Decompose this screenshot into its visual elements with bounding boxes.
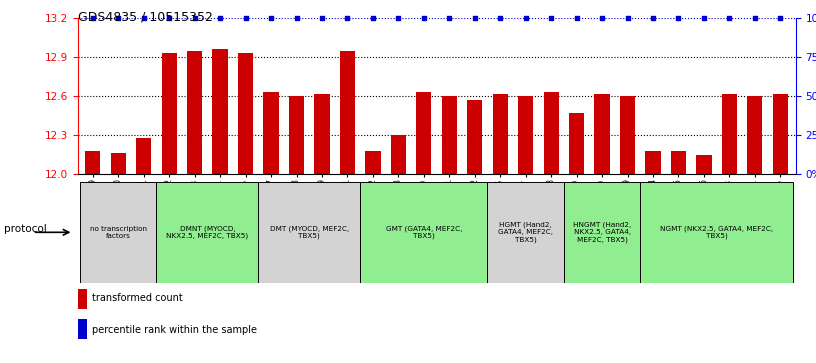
Bar bbox=[564, 182, 641, 283]
Bar bbox=[722, 94, 737, 174]
Point bbox=[264, 15, 277, 21]
Bar bbox=[162, 53, 177, 174]
Point bbox=[672, 15, 685, 21]
Bar bbox=[366, 151, 380, 174]
Bar bbox=[136, 138, 151, 174]
Bar bbox=[773, 94, 788, 174]
Bar bbox=[671, 151, 686, 174]
Bar bbox=[111, 154, 126, 174]
Point bbox=[162, 15, 175, 21]
Bar bbox=[518, 96, 534, 174]
Point bbox=[596, 15, 609, 21]
Point bbox=[570, 15, 583, 21]
Text: no transcription
factors: no transcription factors bbox=[90, 226, 147, 239]
Text: protocol: protocol bbox=[4, 224, 47, 234]
Point bbox=[698, 15, 711, 21]
Text: GMT (GATA4, MEF2C,
TBX5): GMT (GATA4, MEF2C, TBX5) bbox=[386, 225, 462, 239]
Point bbox=[112, 15, 125, 21]
Bar bbox=[157, 182, 259, 283]
Text: percentile rank within the sample: percentile rank within the sample bbox=[92, 325, 257, 335]
Bar bbox=[620, 96, 635, 174]
Bar bbox=[487, 182, 564, 283]
Bar bbox=[360, 182, 487, 283]
Bar bbox=[259, 182, 360, 283]
Point bbox=[621, 15, 634, 21]
Point bbox=[748, 15, 761, 21]
Point bbox=[494, 15, 507, 21]
Point bbox=[239, 15, 252, 21]
Point bbox=[86, 15, 100, 21]
Point bbox=[392, 15, 405, 21]
Point bbox=[443, 15, 456, 21]
Point bbox=[468, 15, 481, 21]
Text: HGMT (Hand2,
GATA4, MEF2C,
TBX5): HGMT (Hand2, GATA4, MEF2C, TBX5) bbox=[499, 222, 553, 243]
Bar bbox=[641, 182, 793, 283]
Point bbox=[646, 15, 659, 21]
Bar bbox=[78, 319, 87, 339]
Bar bbox=[594, 94, 610, 174]
Bar bbox=[289, 96, 304, 174]
Bar bbox=[543, 92, 559, 174]
Bar bbox=[747, 96, 762, 174]
Point bbox=[290, 15, 303, 21]
Point bbox=[366, 15, 379, 21]
Bar bbox=[80, 182, 157, 283]
Point bbox=[316, 15, 329, 21]
Point bbox=[544, 15, 557, 21]
Bar bbox=[416, 92, 432, 174]
Text: HNGMT (Hand2,
NKX2.5, GATA4,
MEF2C, TBX5): HNGMT (Hand2, NKX2.5, GATA4, MEF2C, TBX5… bbox=[573, 222, 632, 243]
Text: GDS4835 / 10515352: GDS4835 / 10515352 bbox=[78, 11, 212, 24]
Point bbox=[341, 15, 354, 21]
Text: DMNT (MYOCD,
NKX2.5, MEF2C, TBX5): DMNT (MYOCD, NKX2.5, MEF2C, TBX5) bbox=[166, 225, 248, 239]
Bar bbox=[493, 94, 508, 174]
Point bbox=[519, 15, 532, 21]
Bar bbox=[238, 53, 253, 174]
Point bbox=[214, 15, 227, 21]
Bar bbox=[696, 155, 712, 174]
Text: NGMT (NKX2.5, GATA4, MEF2C,
TBX5): NGMT (NKX2.5, GATA4, MEF2C, TBX5) bbox=[660, 225, 774, 239]
Bar bbox=[212, 49, 228, 174]
Bar bbox=[645, 151, 661, 174]
Bar bbox=[187, 51, 202, 174]
Bar bbox=[314, 94, 330, 174]
Bar bbox=[467, 100, 482, 174]
Point bbox=[774, 15, 787, 21]
Bar bbox=[569, 113, 584, 174]
Text: DMT (MYOCD, MEF2C,
TBX5): DMT (MYOCD, MEF2C, TBX5) bbox=[269, 225, 349, 239]
Bar bbox=[339, 51, 355, 174]
Point bbox=[137, 15, 150, 21]
Bar bbox=[441, 96, 457, 174]
Bar bbox=[264, 92, 279, 174]
Bar bbox=[85, 151, 100, 174]
Point bbox=[188, 15, 202, 21]
Bar bbox=[78, 289, 87, 309]
Text: transformed count: transformed count bbox=[92, 293, 183, 303]
Point bbox=[723, 15, 736, 21]
Bar bbox=[391, 135, 406, 174]
Point bbox=[417, 15, 430, 21]
